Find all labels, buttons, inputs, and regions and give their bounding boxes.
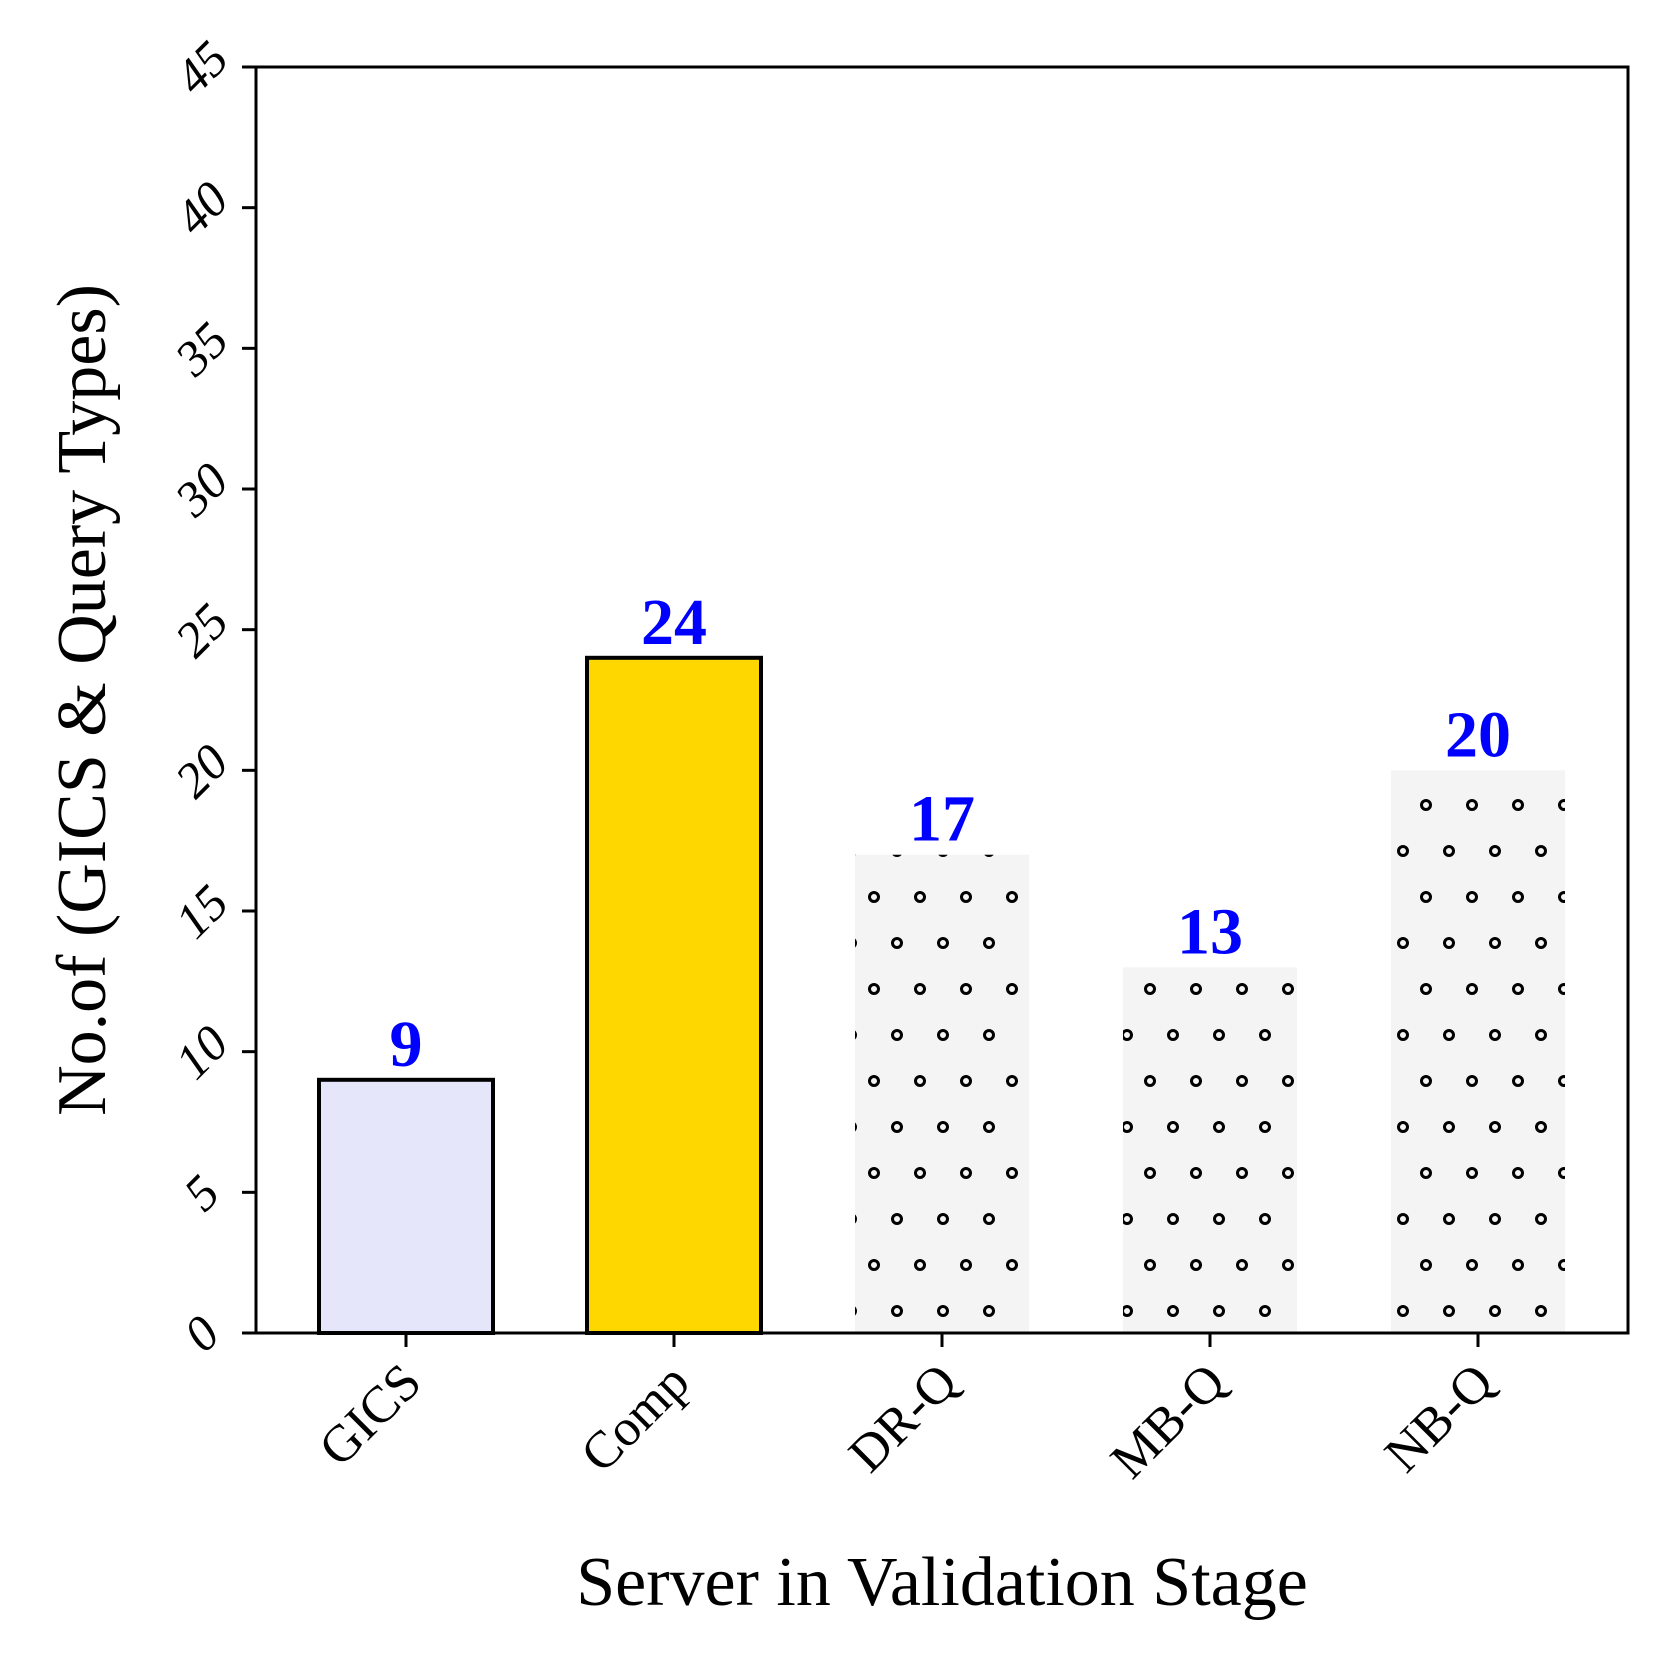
y-tick-label-25: 25: [164, 593, 239, 668]
y-tick-label-45: 45: [164, 30, 239, 105]
y-axis: 0 5 10 15 20 25 30 35 40 45: [163, 30, 256, 1362]
bar-gics: [317, 1077, 495, 1336]
bar-dr-q: [855, 854, 1029, 1333]
x-tick-label-gics: GICS: [308, 1353, 432, 1477]
data-label-dr-q: 17: [909, 783, 975, 856]
data-label-mb-q: 13: [1177, 895, 1243, 968]
x-axis-title: Server in Validation Stage: [576, 1544, 1308, 1621]
x-tick-label-comp: Comp: [570, 1353, 700, 1483]
y-tick-label-5: 5: [173, 1164, 230, 1221]
x-tick-label-dr-q: DR-Q: [838, 1353, 968, 1483]
data-label-comp: 24: [641, 586, 707, 659]
y-tick-label-30: 30: [163, 452, 239, 528]
bars-layer: [317, 655, 1565, 1336]
y-tick-label-10: 10: [164, 1015, 239, 1090]
data-label-gics: 9: [390, 1008, 423, 1081]
y-tick-label-15: 15: [164, 874, 239, 949]
data-label-nb-q: 20: [1445, 698, 1511, 771]
y-tick-label-20: 20: [164, 733, 239, 808]
bar-nb-q: [1391, 770, 1565, 1333]
y-axis-title: No.of (GICS & Query Types): [44, 284, 121, 1116]
y-tick-label-40: 40: [164, 171, 239, 246]
x-tick-label-mb-q: MB-Q: [1100, 1353, 1236, 1489]
y-tick-label-35: 35: [163, 311, 239, 387]
x-axis: GICS Comp DR-Q MB-Q NB-Q: [308, 1333, 1504, 1490]
bar-mb-q: [1123, 967, 1297, 1333]
data-labels-layer: 9 24 17 13 20: [390, 586, 1512, 1081]
y-tick-label-0: 0: [173, 1305, 230, 1362]
x-tick-label-nb-q: NB-Q: [1374, 1353, 1504, 1483]
bar-comp: [585, 655, 763, 1335]
